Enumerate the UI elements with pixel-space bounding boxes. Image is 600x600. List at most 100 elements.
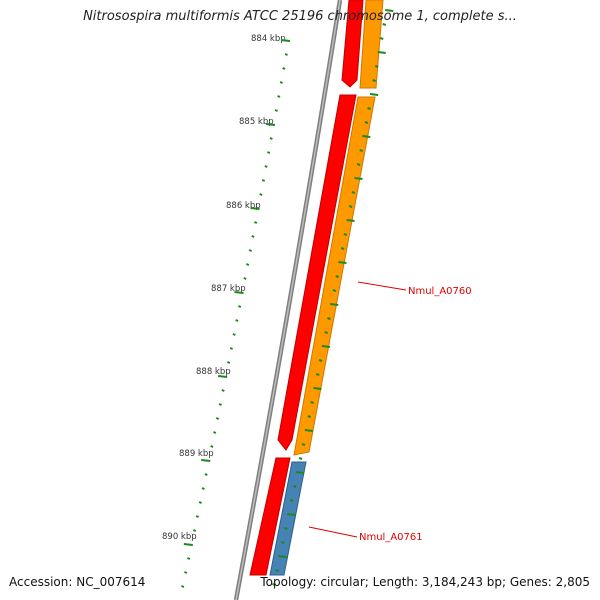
ruler-label-889: 889 kbp: [179, 449, 214, 459]
ruler-tick: [296, 471, 305, 474]
ruler-tick: [367, 107, 371, 110]
ruler-tick: [313, 387, 322, 390]
ruler-tick: [301, 443, 306, 446]
ruler-tick: [354, 177, 363, 180]
ruler-label-888: 888 kbp: [196, 367, 231, 377]
ruler-tick: [248, 249, 252, 252]
ruler-tick: [221, 389, 225, 392]
ruler-label-886: 886 kbp: [226, 201, 261, 211]
ruler-tick: [287, 513, 296, 516]
ruler-tick: [261, 179, 266, 182]
ruler-tick: [382, 23, 387, 26]
ruler-tick: [251, 235, 255, 238]
ruler-tick: [377, 51, 386, 54]
ruler-tick: [250, 207, 260, 210]
ruler-ticks-left: [181, 39, 291, 588]
ruler-tick: [237, 305, 242, 308]
ruler-tick: [254, 221, 258, 224]
ruler-tick: [356, 163, 361, 166]
accession-text: Accession: NC_007614: [9, 575, 146, 589]
ruler-tick: [281, 541, 285, 544]
ruler-tick: [210, 445, 214, 448]
ruler-label-885: 885 kbp: [239, 117, 274, 127]
ruler-tick: [321, 345, 331, 348]
ruler-tick: [335, 275, 340, 278]
ruler-tick: [304, 429, 313, 432]
ruler-tick: [318, 359, 323, 362]
ruler-tick: [284, 53, 288, 56]
ruler-tick: [274, 109, 278, 112]
ruler-tick: [232, 333, 236, 336]
ruler-tick: [346, 219, 355, 222]
genome-title: Nitrosospira multiformis ATCC 25196 chro…: [83, 9, 517, 24]
ruler-tick: [330, 303, 339, 306]
ruler-tick: [234, 291, 244, 294]
label-line-nmul-a0761: [308, 526, 358, 538]
ruler-tick: [343, 233, 348, 236]
ruler-tick: [351, 191, 356, 194]
ruler-label-887: 887 kbp: [211, 284, 246, 294]
gene-nmul-a0760-shape[interactable]: [293, 96, 376, 456]
ruler-tick: [215, 417, 220, 420]
ruler-tick: [340, 247, 345, 250]
ruler-tick: [385, 9, 394, 12]
ruler-tick: [374, 65, 379, 68]
ruler-tick: [298, 457, 303, 460]
ruler-ticks-right: [272, 9, 394, 586]
ruler-tick: [364, 121, 369, 124]
ruler-label-884: 884 kbp: [251, 34, 286, 44]
ruler-tick: [218, 403, 222, 406]
ruler-tick: [187, 557, 191, 560]
ruler-tick: [198, 501, 202, 504]
ruler-tick: [280, 39, 291, 42]
ruler-tick: [282, 67, 286, 70]
gene-nmul-a0761-shape[interactable]: [269, 461, 307, 576]
ruler-tick: [201, 459, 211, 462]
ruler-tick: [192, 529, 197, 532]
ruler-tick: [310, 401, 314, 404]
ruler-tick: [213, 431, 217, 434]
ruler-tick: [327, 317, 331, 320]
ruler-tick: [338, 261, 347, 264]
ruler-tick: [229, 347, 234, 350]
ruler-tick: [277, 95, 281, 98]
ruler-tick: [181, 585, 185, 588]
ruler-tick: [204, 473, 208, 476]
ruler-tick: [243, 277, 247, 280]
ruler-tick: [201, 487, 205, 490]
ruler-tick: [369, 93, 379, 96]
ruler-tick: [267, 151, 271, 154]
gene-label-nmul-a0761[interactable]: Nmul_A0761: [359, 532, 423, 543]
ruler-tick: [246, 263, 250, 266]
ruler-tick: [265, 123, 276, 126]
ruler-tick: [183, 543, 193, 546]
ruler-tick: [332, 289, 337, 292]
ruler-tick: [235, 319, 239, 322]
ruler-tick: [272, 583, 276, 586]
ruler-tick: [227, 361, 231, 364]
ruler-tick: [279, 81, 283, 84]
ruler-tick: [372, 79, 376, 82]
ruler-label-890: 890 kbp: [162, 532, 197, 542]
red-gene-bottom: [249, 457, 291, 576]
ruler-tick: [359, 149, 364, 152]
ruler-tick: [284, 527, 288, 530]
red-gene-top: [341, 0, 364, 88]
red-gene-middle: [277, 94, 357, 451]
ruler-tick: [379, 37, 384, 40]
ruler-tick: [269, 137, 273, 140]
ruler-tick: [362, 135, 371, 138]
genome-summary-text: Topology: circular; Length: 3,184,243 bp…: [260, 575, 590, 589]
gene-label-nmul-a0760[interactable]: Nmul_A0760: [408, 286, 472, 297]
ruler-tick: [264, 165, 268, 168]
ruler-tick: [184, 571, 188, 574]
ruler-tick: [315, 373, 320, 376]
ruler-tick: [324, 331, 328, 334]
chromosome-backbone-highlight: [235, 0, 341, 600]
ruler-tick: [290, 499, 294, 502]
ruler-tick: [348, 205, 353, 208]
ruler-tick: [292, 485, 297, 488]
ruler-tick: [195, 515, 200, 518]
ruler-tick: [259, 193, 263, 196]
